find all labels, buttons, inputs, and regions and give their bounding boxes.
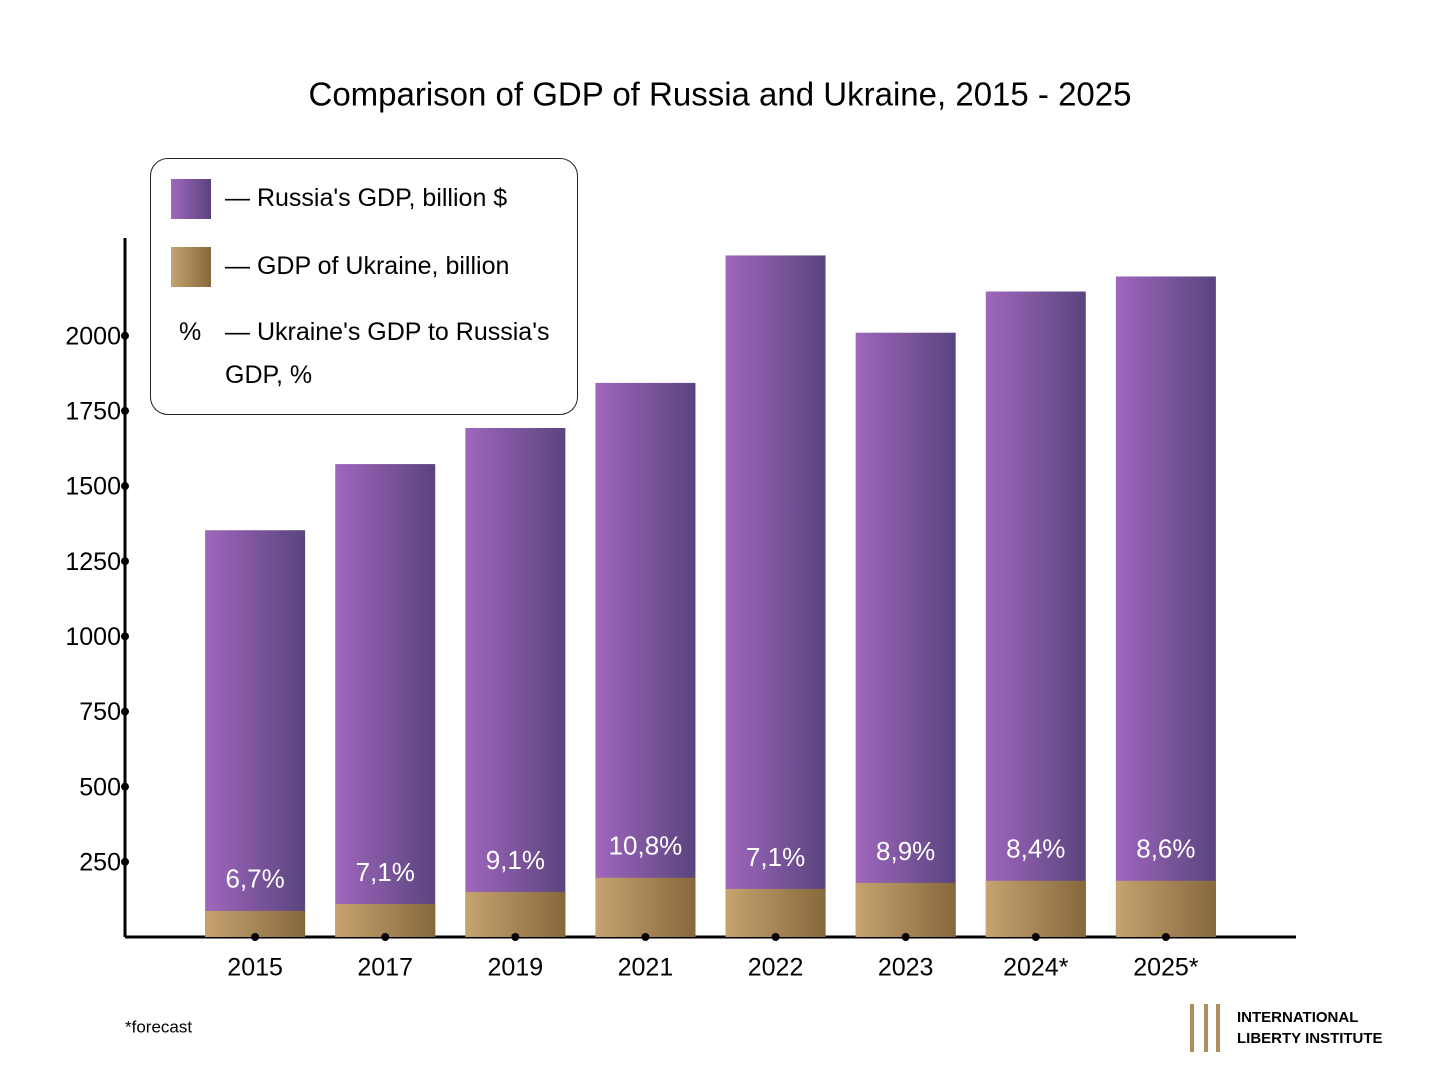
- bar: [1115, 276, 1216, 938]
- legend-swatch: [171, 247, 211, 287]
- y-tick-label: 1500: [65, 473, 121, 501]
- bar: [205, 910, 306, 937]
- x-tick-label: 2022: [748, 954, 804, 982]
- value-label: 7,1%: [746, 842, 805, 872]
- bar: [595, 877, 696, 937]
- legend-symbol: %: [179, 318, 202, 346]
- y-tick: [121, 557, 129, 566]
- bar: [1115, 880, 1216, 937]
- x-tick-label: 2021: [618, 954, 674, 982]
- bar: [725, 888, 826, 937]
- legend: — Russia's GDP, billion $ — GDP of Ukrain…: [150, 158, 578, 415]
- x-tick: [511, 933, 520, 941]
- legend-label: — Russia's GDP, billion $: [225, 184, 508, 212]
- bar: [985, 880, 1086, 937]
- y-tick-label: 1000: [65, 623, 121, 651]
- x-tick: [641, 933, 650, 941]
- value-label: 7,1%: [356, 857, 415, 887]
- x-tick: [1161, 933, 1170, 941]
- bar: [335, 903, 436, 937]
- logo-bar: [1190, 1004, 1194, 1052]
- x-tick-label: 2017: [357, 954, 413, 982]
- y-tick: [121, 782, 129, 791]
- logo-text: INTERNATIONAL: [1237, 1009, 1358, 1026]
- value-label: 9,1%: [486, 845, 545, 875]
- y-tick: [121, 482, 129, 491]
- bar: [465, 891, 566, 937]
- bar: [465, 428, 566, 937]
- logo-text: LIBERTY INSTITUTE: [1237, 1030, 1383, 1047]
- x-tick-label: 2025*: [1133, 954, 1199, 982]
- x-tick-label: 2019: [488, 954, 544, 982]
- bar: [985, 291, 1086, 937]
- y-tick-label: 250: [79, 848, 121, 876]
- y-tick-label: 1750: [65, 397, 121, 425]
- value-label: 6,7%: [225, 864, 284, 894]
- y-tick: [121, 632, 129, 641]
- x-tick: [1031, 933, 1040, 941]
- bar: [855, 332, 956, 937]
- legend-swatch: [171, 179, 211, 219]
- y-tick-label: 2000: [65, 322, 121, 350]
- x-tick: [251, 933, 260, 941]
- y-tick: [121, 406, 129, 415]
- bar: [335, 464, 436, 937]
- x-tick-label: 2024*: [1003, 954, 1069, 982]
- logo: INTERNATIONAL LIBERTY INSTITUTE: [1190, 1004, 1383, 1052]
- x-tick-label: 2023: [878, 954, 934, 982]
- value-label: 8,6%: [1136, 834, 1195, 864]
- value-label: 10,8%: [609, 831, 683, 861]
- y-tick-label: 1250: [65, 548, 121, 576]
- value-label: 8,4%: [1006, 834, 1065, 864]
- y-tick: [121, 707, 129, 716]
- value-label: 8,9%: [876, 836, 935, 866]
- chart-title: Comparison of GDP of Russia and Ukraine,…: [308, 76, 1131, 113]
- y-tick: [121, 857, 129, 866]
- x-tick: [771, 933, 780, 941]
- bar: [205, 530, 306, 937]
- x-tick-label: 2015: [227, 954, 283, 982]
- logo-bar: [1216, 1004, 1220, 1052]
- footnote: *forecast: [125, 1017, 192, 1036]
- bar: [595, 382, 696, 937]
- x-tick: [901, 933, 910, 941]
- legend-label: — GDP of Ukraine, billion: [225, 252, 510, 280]
- logo-bar: [1204, 1004, 1208, 1052]
- y-tick-label: 500: [79, 773, 121, 801]
- legend-label: — Ukraine's GDP to Russia's GDP, %: [225, 318, 550, 389]
- bar: [855, 882, 956, 937]
- y-tick: [121, 331, 129, 340]
- bar: [725, 255, 826, 937]
- x-tick: [381, 933, 390, 941]
- y-tick-label: 750: [79, 698, 121, 726]
